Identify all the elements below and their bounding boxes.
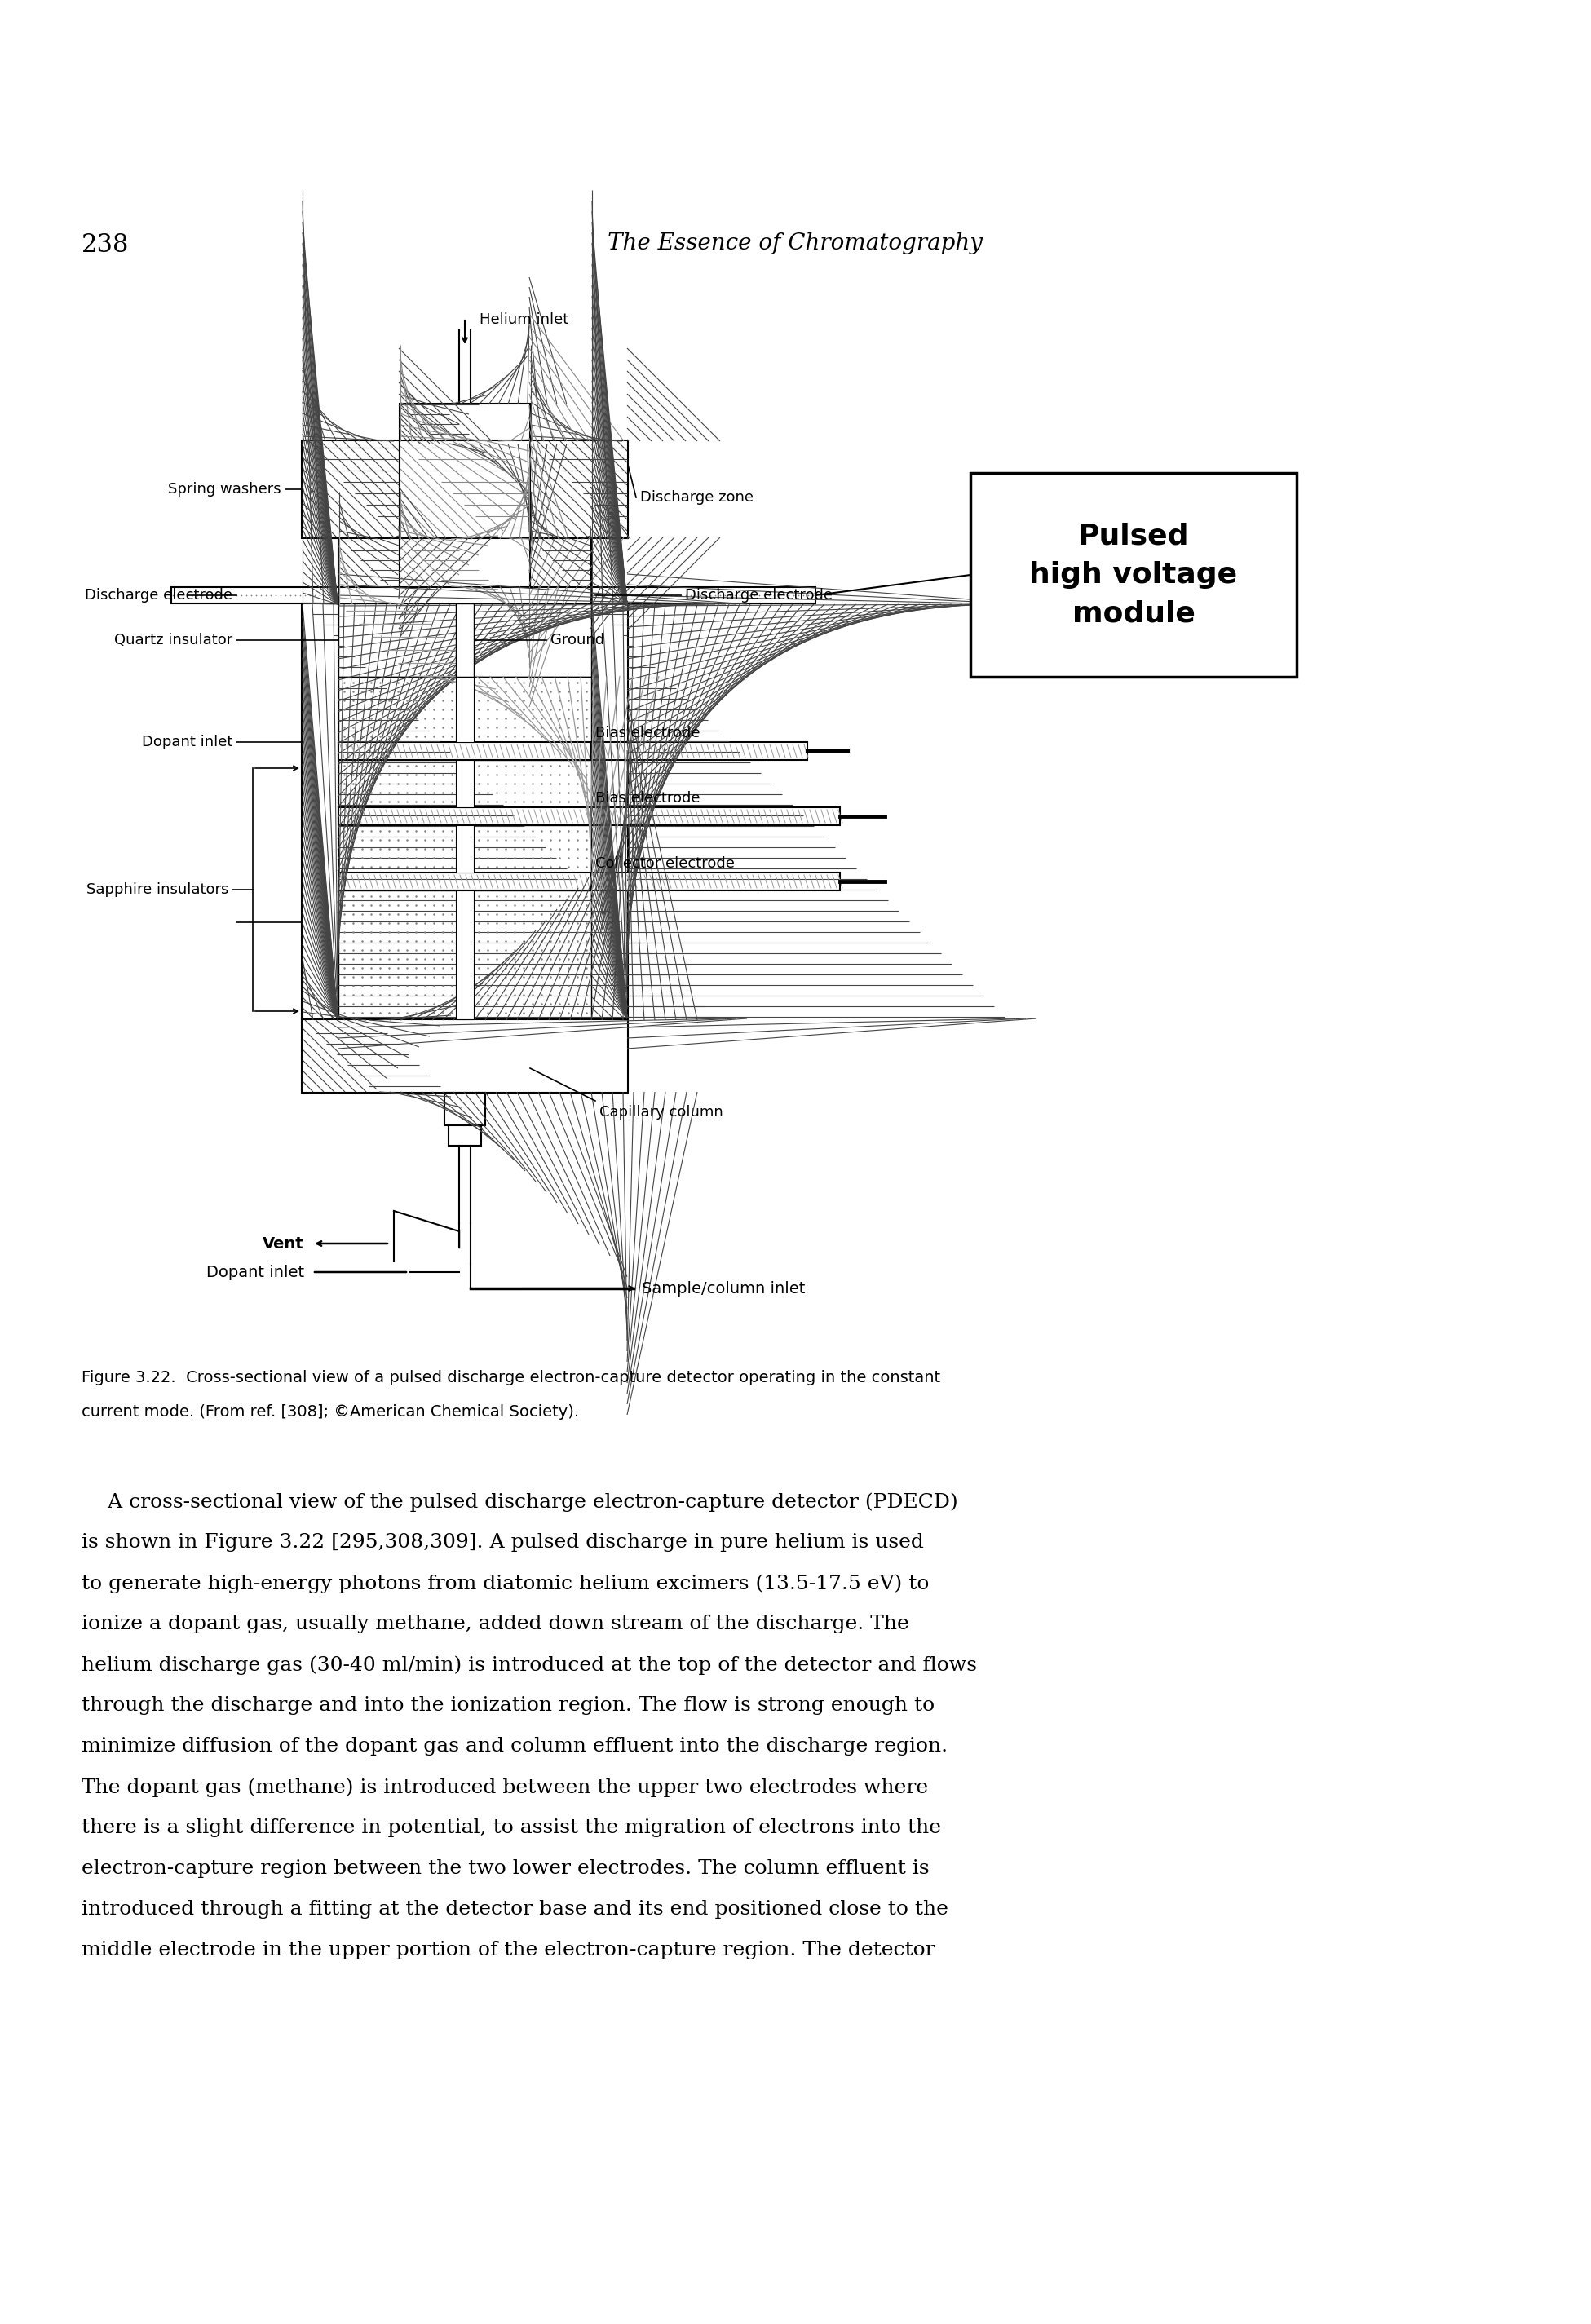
Bar (339, 741, 592, 760)
Text: Collector electrode: Collector electrode (595, 855, 735, 872)
Text: Dopant inlet: Dopant inlet (207, 1264, 304, 1281)
Bar (530, 539, 592, 588)
Bar (302, 1020, 628, 1092)
Text: Discharge zone: Discharge zone (640, 490, 754, 504)
Text: Helium inlet: Helium inlet (479, 311, 568, 328)
Text: A cross-sectional view of the pulsed discharge electron-capture detector (PDECD): A cross-sectional view of the pulsed dis… (81, 1492, 958, 1511)
Bar (399, 404, 530, 444)
Bar (339, 872, 592, 890)
Text: minimize diffusion of the dopant gas and column effluent into the discharge regi: minimize diffusion of the dopant gas and… (81, 1736, 948, 1755)
Bar (457, 760, 474, 806)
Text: current mode. (From ref. [308]; ©American Chemical Society).: current mode. (From ref. [308]; ©America… (81, 1404, 579, 1420)
Bar (592, 806, 840, 825)
Bar (399, 439, 530, 539)
Bar (302, 604, 339, 1020)
Text: electron-capture region between the two lower electrodes. The column effluent is: electron-capture region between the two … (81, 1859, 929, 1878)
Text: Ground: Ground (550, 632, 605, 648)
Text: Pulsed
high voltage
module: Pulsed high voltage module (1029, 523, 1238, 627)
Text: Dopant inlet: Dopant inlet (142, 734, 232, 748)
Text: introduced through a fitting at the detector base and its end positioned close t: introduced through a fitting at the dete… (81, 1901, 948, 1920)
Bar (530, 439, 628, 539)
Bar (339, 825, 592, 872)
Text: there is a slight difference in potential, to assist the migration of electrons : there is a slight difference in potentia… (81, 1817, 940, 1838)
Text: through the discharge and into the ionization region. The flow is strong enough : through the discharge and into the ioniz… (81, 1697, 934, 1715)
Text: Quartz insulator: Quartz insulator (115, 632, 232, 648)
Text: Bias electrode: Bias electrode (595, 725, 700, 741)
Bar (592, 604, 628, 1020)
Text: Discharge electrode: Discharge electrode (84, 588, 232, 602)
Text: Sapphire insulators: Sapphire insulators (86, 883, 229, 897)
Text: Sample/column inlet: Sample/column inlet (641, 1281, 805, 1297)
Bar (592, 588, 816, 604)
Text: The dopant gas (methane) is introduced between the upper two electrodes where: The dopant gas (methane) is introduced b… (81, 1778, 928, 1796)
Text: helium discharge gas (30-40 ml/min) is introduced at the top of the detector and: helium discharge gas (30-40 ml/min) is i… (81, 1655, 977, 1676)
Bar (971, 474, 1297, 676)
Text: Bias electrode: Bias electrode (595, 790, 700, 806)
Bar (457, 825, 474, 872)
Bar (339, 760, 592, 806)
Text: is shown in Figure 3.22 [295,308,309]. A pulsed discharge in pure helium is used: is shown in Figure 3.22 [295,308,309]. A… (81, 1534, 924, 1552)
Text: The Essence of Chromatography: The Essence of Chromatography (608, 232, 983, 253)
Bar (399, 539, 530, 588)
Bar (592, 741, 807, 760)
Bar (457, 676, 474, 741)
Bar (457, 604, 474, 676)
Text: 238: 238 (81, 232, 129, 258)
Text: Capillary column: Capillary column (600, 1104, 724, 1120)
Bar (592, 872, 840, 890)
Bar (339, 676, 592, 741)
Text: Discharge electrode: Discharge electrode (686, 588, 832, 602)
Bar (172, 588, 339, 604)
Bar (339, 806, 592, 825)
Bar (444, 1092, 485, 1125)
Text: Spring washers: Spring washers (169, 481, 282, 497)
Text: Figure 3.22.  Cross-sectional view of a pulsed discharge electron-capture detect: Figure 3.22. Cross-sectional view of a p… (81, 1369, 940, 1385)
Bar (339, 890, 592, 1020)
Text: middle electrode in the upper portion of the electron-capture region. The detect: middle electrode in the upper portion of… (81, 1941, 936, 1959)
Bar (339, 604, 592, 676)
Bar (302, 439, 399, 539)
Bar (339, 539, 399, 588)
Bar (457, 890, 474, 1020)
Text: Vent: Vent (263, 1236, 304, 1250)
Bar (449, 1125, 480, 1146)
Text: ionize a dopant gas, usually methane, added down stream of the discharge. The: ionize a dopant gas, usually methane, ad… (81, 1615, 908, 1634)
Text: to generate high-energy photons from diatomic helium excimers (13.5-17.5 eV) to: to generate high-energy photons from dia… (81, 1573, 929, 1592)
